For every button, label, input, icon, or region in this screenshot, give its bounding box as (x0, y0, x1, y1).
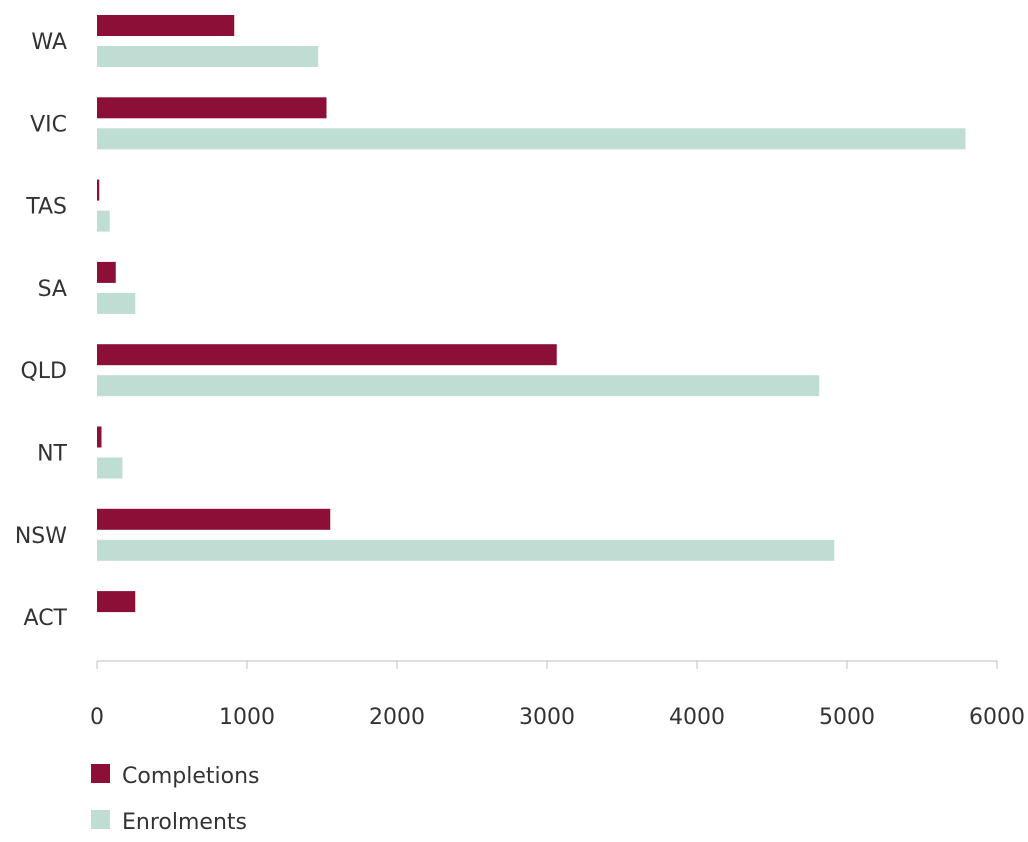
bar-completions-sa (97, 261, 116, 283)
bar-completions-qld (97, 344, 557, 366)
y-tick-label-tas: TAS (25, 195, 67, 220)
legend: Completions Enrolments (91, 764, 259, 835)
bar-completions-vic (97, 97, 327, 119)
x-tick-label-5000: 5000 (819, 705, 875, 730)
x-axis: 0 1000 2000 3000 4000 5000 6000 (90, 660, 1025, 730)
legend-label-completions: Completions (122, 764, 259, 789)
y-tick-label-nsw: NSW (15, 524, 67, 549)
x-tick-label-6000: 6000 (969, 705, 1025, 730)
bar-enrolments-wa (97, 46, 319, 67)
x-tick-label-2000: 2000 (369, 705, 425, 730)
x-tick-label-4000: 4000 (669, 705, 725, 730)
y-tick-label-wa: WA (31, 30, 67, 55)
bar-completions-nt (97, 426, 102, 448)
bar-completions-wa (97, 15, 235, 36)
legend-swatch-enrolments (91, 810, 110, 829)
bar-completions-nsw (97, 508, 331, 530)
y-tick-label-act: ACT (24, 606, 68, 631)
bar-completions-act (97, 591, 136, 613)
bar-enrolments-qld (97, 375, 820, 397)
bar-enrolments-vic (97, 128, 966, 150)
legend-swatch-completions (91, 764, 110, 783)
bar-enrolments-nsw (97, 539, 835, 561)
y-tick-label-qld: QLD (20, 359, 67, 384)
legend-label-enrolments: Enrolments (122, 810, 247, 835)
y-tick-label-vic: VIC (30, 112, 67, 137)
y-tick-label-nt: NT (37, 442, 67, 467)
x-tick-label-0: 0 (90, 705, 104, 730)
bars-group (97, 15, 966, 613)
y-tick-label-sa: SA (38, 277, 67, 302)
x-tick-label-3000: 3000 (519, 705, 575, 730)
bar-enrolments-sa (97, 292, 136, 314)
x-tick-label-1000: 1000 (219, 705, 275, 730)
bar-completions-tas (97, 179, 100, 201)
y-axis-labels: WA VIC TAS SA QLD NT NSW ACT (15, 30, 68, 631)
bar-enrolments-nt (97, 457, 123, 479)
bar-enrolments-tas (97, 210, 110, 232)
